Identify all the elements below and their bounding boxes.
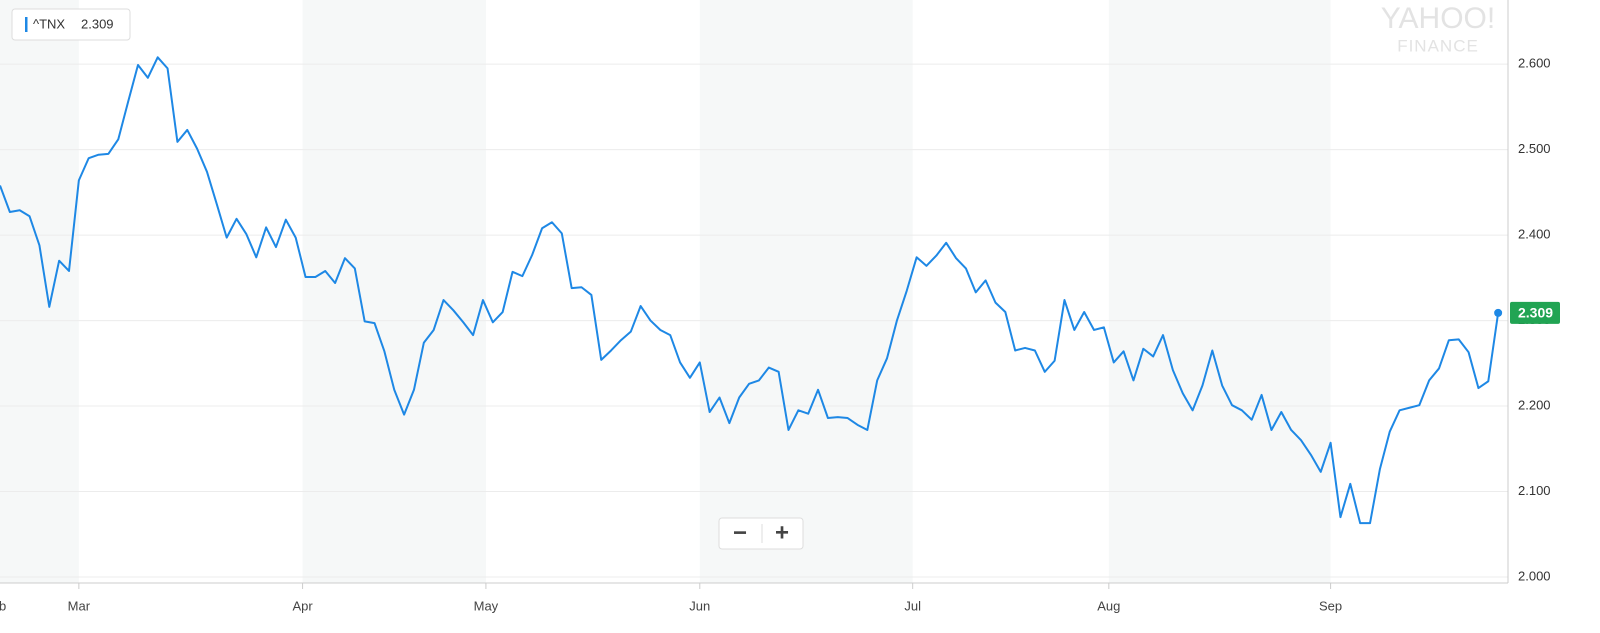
- x-tick-label: Feb: [0, 598, 6, 613]
- legend-value: 2.309: [81, 16, 114, 31]
- legend-box: [11, 8, 131, 41]
- month-band: [0, 0, 79, 583]
- y-tick-label: 2.200: [1518, 397, 1551, 412]
- zoom-box: [718, 517, 804, 550]
- y-tick-label: 2.100: [1518, 483, 1551, 498]
- y-tick-label: 2.500: [1518, 141, 1551, 156]
- zoom-controls: − +: [718, 517, 804, 550]
- watermark: FINANCE: [1397, 36, 1479, 55]
- x-tick-label: Jul: [904, 598, 921, 613]
- x-tick-label: Apr: [292, 598, 313, 613]
- legend-label: ^TNX: [33, 16, 65, 31]
- legend-swatch: [25, 17, 28, 32]
- x-tick-label: May: [474, 598, 499, 613]
- month-band: [699, 0, 913, 583]
- y-tick-label: 2.000: [1518, 568, 1551, 583]
- month-band: [302, 0, 486, 583]
- x-tick-label: Aug: [1097, 598, 1120, 613]
- y-tick-label: 2.400: [1518, 227, 1551, 242]
- legend: ^TNX 2.309: [11, 8, 131, 41]
- last-value-label: 2.309: [1518, 305, 1553, 321]
- zoom-in[interactable]: +: [775, 519, 789, 546]
- watermark: YAHOO!: [1381, 2, 1495, 35]
- x-tick-label: Jun: [689, 598, 710, 613]
- price-line: [0, 56, 1500, 525]
- last-point: [1494, 308, 1503, 317]
- x-tick-label: Mar: [68, 598, 91, 613]
- zoom-out[interactable]: −: [733, 519, 747, 546]
- month-band: [1108, 0, 1331, 583]
- x-tick-label: Sep: [1319, 598, 1342, 613]
- last-value-badge: [1510, 301, 1560, 324]
- y-tick-label: 2.600: [1518, 56, 1551, 71]
